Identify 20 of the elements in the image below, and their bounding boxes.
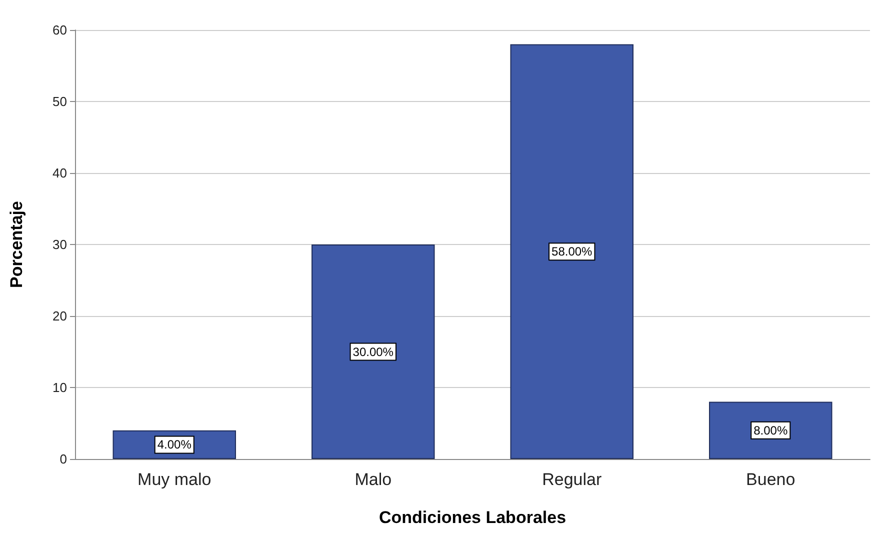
y-tick-label: 0 <box>60 452 67 466</box>
x-tick-label: Malo <box>354 470 392 489</box>
y-tick-label: 50 <box>52 94 67 109</box>
data-label: 8.00% <box>754 423 788 438</box>
x-axis-title: Condiciones Laborales <box>378 508 566 527</box>
x-tick-label: Muy malo <box>138 470 212 489</box>
bar <box>709 402 832 459</box>
x-tick-label: Bueno <box>746 470 796 489</box>
y-tick-label: 30 <box>52 237 67 252</box>
y-tick-label: 60 <box>52 22 67 38</box>
data-label: 30.00% <box>352 344 394 359</box>
y-tick-label: 20 <box>52 308 67 324</box>
y-tick-label: 10 <box>52 380 67 395</box>
y-tick-label: 40 <box>52 166 67 180</box>
y-axis-title: Porcentaje <box>7 201 26 288</box>
bar <box>510 44 634 459</box>
data-label: 58.00% <box>552 244 593 259</box>
bar <box>312 244 435 459</box>
x-tick-label: Regular <box>542 470 602 489</box>
data-label: 4.00% <box>157 438 192 452</box>
